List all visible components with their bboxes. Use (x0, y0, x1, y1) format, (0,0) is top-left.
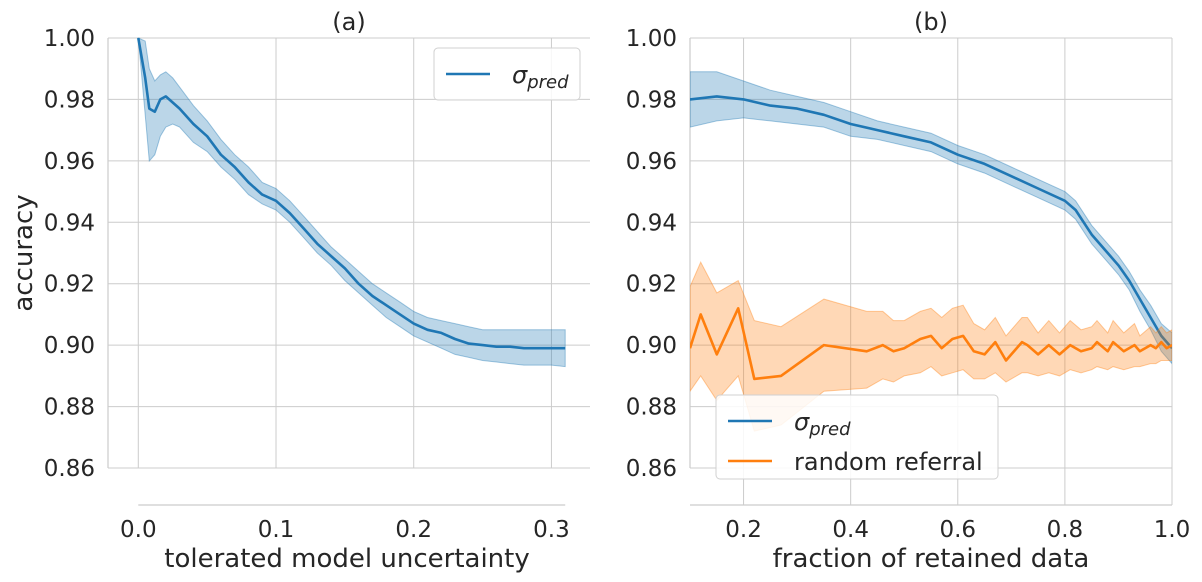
x-tick-label: 0.2 (725, 517, 762, 543)
y-tick-label: 1.00 (626, 26, 677, 52)
y-tick-label: 0.98 (44, 87, 95, 113)
y-tick-label: 1.00 (44, 26, 95, 52)
legend: σpred (433, 47, 581, 101)
panel-a: 0.86 0.88 0.90 0.92 0.94 0.96 0.98 1.00 0.0 0.1 0.… (9, 8, 590, 574)
y-tick-label: 0.92 (626, 272, 677, 298)
legend-label: σpred (512, 61, 569, 93)
y-tick-label: 0.94 (626, 210, 677, 236)
x-tick-label: 0.6 (939, 517, 976, 543)
confidence-band-sigma-pred (690, 71, 1172, 365)
series-line-sigma-pred (690, 95, 1172, 350)
x-axis-label: tolerated model uncertainty (164, 544, 529, 574)
y-tick-label: 0.86 (626, 456, 677, 482)
y-tick-label: 0.86 (44, 456, 95, 482)
panel-title: (b) (914, 8, 948, 36)
x-axis-label: fraction of retained data (773, 544, 1090, 574)
legend-box (433, 47, 581, 101)
legend-label: σpred (794, 408, 851, 440)
y-tick-label: 0.96 (44, 149, 95, 175)
y-tick-label: 0.94 (44, 210, 95, 236)
series-line-random-referral (690, 307, 1172, 381)
series-line-sigma-pred (137, 37, 566, 350)
confidence-band-random-referral (690, 261, 1172, 432)
x-tick-label: 0.2 (395, 517, 432, 543)
panel-title: (a) (332, 8, 365, 36)
y-axis-label: accuracy (9, 194, 39, 311)
y-tick-label: 0.96 (626, 149, 677, 175)
y-tick-label: 0.92 (44, 272, 95, 298)
y-tick-label: 0.88 (626, 395, 677, 421)
x-tick-label: 0.3 (533, 517, 570, 543)
y-tick-label: 0.98 (626, 87, 677, 113)
y-tick-label: 0.90 (626, 333, 677, 359)
x-tick-label: 1.0 (1154, 517, 1191, 543)
legend: σpred random referral (715, 394, 999, 480)
x-tick-label: 0.4 (832, 517, 869, 543)
x-tick-label: 0.1 (258, 517, 295, 543)
y-tick-label: 0.88 (44, 395, 95, 421)
x-tick-label: 0.8 (1047, 517, 1084, 543)
x-tick-label: 0.0 (120, 517, 157, 543)
panel-b: 0.86 0.88 0.90 0.92 0.94 0.96 0.98 1.00 0.2 0.4 0.… (626, 8, 1191, 574)
legend-label: random referral (794, 448, 983, 476)
y-tick-label: 0.90 (44, 333, 95, 359)
legend-box (715, 394, 999, 480)
